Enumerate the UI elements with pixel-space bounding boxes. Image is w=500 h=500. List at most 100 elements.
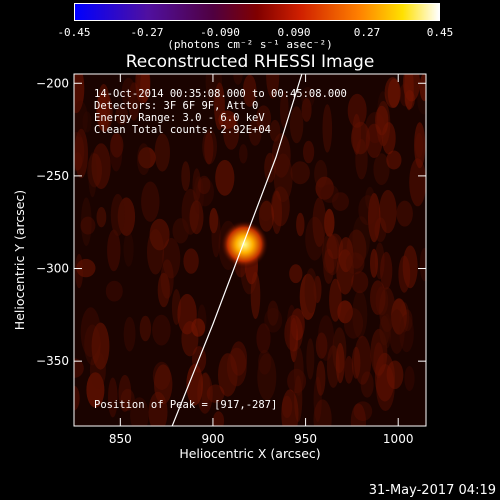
emission-blob — [404, 366, 415, 391]
emission-blob — [354, 335, 372, 385]
emission-blob — [301, 97, 312, 122]
emission-blob — [351, 346, 361, 379]
emission-blob — [352, 216, 371, 261]
emission-blob — [332, 327, 347, 374]
emission-blob — [293, 347, 304, 396]
emission-blob — [230, 341, 248, 376]
emission-blob — [266, 74, 280, 99]
emission-blob — [110, 133, 124, 158]
emission-blob — [118, 374, 132, 412]
emission-blob — [312, 197, 327, 247]
x-tick-label: 1000 — [383, 432, 414, 446]
emission-blob — [353, 401, 373, 422]
emission-blob — [409, 158, 426, 207]
emission-blob — [88, 152, 97, 198]
emission-blob — [250, 271, 261, 320]
emission-blob — [138, 147, 156, 169]
x-tick-label: 850 — [109, 432, 132, 446]
emission-blob — [192, 168, 201, 203]
emission-blob — [376, 100, 391, 147]
emission-blob — [381, 122, 396, 155]
emission-blob — [86, 372, 105, 408]
emission-blob — [379, 315, 390, 346]
colorbar-tick: 0.090 — [277, 26, 311, 39]
emission-blob — [305, 216, 325, 261]
emission-blob — [154, 133, 170, 172]
emission-blob — [74, 74, 85, 114]
emission-blob — [162, 237, 181, 279]
emission-blob — [360, 371, 374, 398]
emission-blob — [189, 200, 204, 235]
colorbar-tick: -0.090 — [200, 26, 240, 39]
emission-blob — [239, 144, 248, 164]
emission-blob — [404, 74, 414, 111]
emission-blob — [140, 74, 150, 103]
emission-blob — [80, 216, 96, 235]
emission-blob — [306, 338, 315, 380]
emission-blob — [351, 121, 370, 155]
emission-blob — [375, 105, 389, 136]
emission-blob — [152, 314, 171, 346]
emission-blob — [373, 342, 384, 379]
emission-blob — [370, 248, 378, 278]
emission-blob — [233, 74, 243, 85]
y-tick-label: −200 — [36, 76, 69, 90]
emission-blob — [399, 302, 410, 333]
emission-blob — [402, 74, 421, 102]
emission-blob — [379, 189, 397, 234]
emission-blob — [335, 342, 345, 384]
emission-blob — [149, 218, 170, 251]
emission-blob — [313, 376, 322, 423]
emission-blob — [281, 389, 299, 426]
emission-blob — [344, 355, 354, 384]
emission-blob — [81, 197, 92, 246]
emission-blob — [345, 252, 365, 275]
emission-blob — [314, 159, 328, 188]
emission-blob — [399, 314, 414, 353]
emission-blob — [316, 360, 326, 396]
emission-blob — [258, 200, 275, 232]
emission-blob — [324, 208, 335, 237]
emission-blob — [196, 177, 214, 207]
emission-blob — [289, 264, 303, 284]
emission-blob — [388, 309, 405, 355]
emission-blob — [289, 106, 304, 144]
emission-blob — [123, 316, 136, 352]
emission-blob — [91, 322, 110, 370]
emission-blob — [290, 161, 310, 185]
x-tick-label: 950 — [294, 432, 317, 446]
emission-blob — [186, 363, 203, 406]
info-detectors: Detectors: 3F 6F 9F, Att 0 — [94, 100, 258, 112]
emission-blob — [197, 175, 211, 195]
emission-blob — [105, 280, 123, 302]
emission-blob — [324, 235, 341, 276]
emission-blob — [218, 110, 237, 129]
emission-blob — [419, 247, 426, 282]
emission-blob — [386, 150, 402, 170]
emission-blob — [329, 278, 342, 322]
emission-blob — [141, 181, 160, 222]
emission-blob — [351, 271, 369, 294]
emission-blob — [387, 78, 401, 108]
emission-blob — [320, 184, 339, 203]
emission-blob — [352, 290, 368, 339]
emission-blob — [347, 93, 367, 128]
emission-blob — [76, 258, 96, 278]
emission-blob — [317, 315, 335, 361]
emission-blob — [358, 195, 378, 226]
emission-blob — [74, 131, 85, 171]
chart-title: Reconstructed RHESSI Image — [125, 52, 375, 72]
colorbar-tick: -0.27 — [130, 26, 164, 39]
y-axis-label: Heliocentric Y (arcsec) — [12, 190, 27, 330]
info-peak: Position of Peak = [917,-287] — [94, 399, 277, 411]
emission-blob — [373, 153, 390, 186]
emission-blob — [280, 90, 289, 129]
emission-blob — [402, 245, 418, 289]
colorbar-tick: -0.45 — [57, 26, 91, 39]
emission-blob — [197, 372, 213, 414]
emission-blob — [322, 233, 338, 274]
emission-blob — [242, 74, 257, 107]
emission-blob — [181, 161, 191, 192]
emission-blob — [248, 118, 262, 146]
